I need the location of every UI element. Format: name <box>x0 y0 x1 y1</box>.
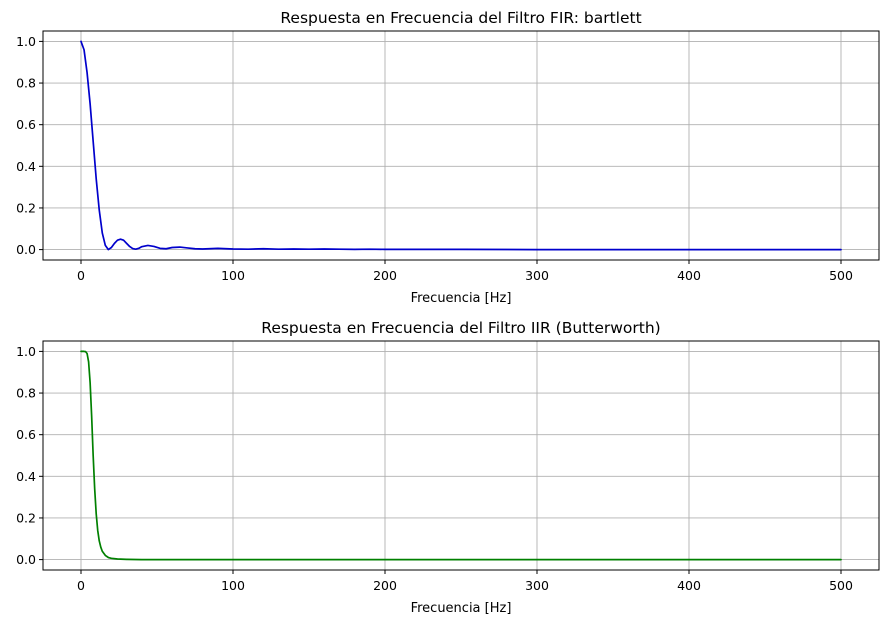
y-tick-label: 0.8 <box>16 386 36 401</box>
grid <box>43 341 879 570</box>
y-tick-label: 0.0 <box>16 552 36 567</box>
grid <box>43 31 879 260</box>
x-tick-label: 0 <box>77 578 85 593</box>
x-axis-label: Frecuencia [Hz] <box>411 601 512 616</box>
y-tick-label: 0.8 <box>16 76 36 91</box>
x-tick-label: 500 <box>829 268 853 283</box>
y-tick-label: 1.0 <box>16 344 36 359</box>
x-tick-label: 0 <box>77 268 85 283</box>
x-tick-label: 400 <box>677 268 701 283</box>
y-tick-label: 0.6 <box>16 117 36 132</box>
chart-title: Respuesta en Frecuencia del Filtro IIR (… <box>261 319 660 337</box>
chart-fir: Respuesta en Frecuencia del Filtro FIR: … <box>16 9 880 306</box>
y-tick-label: 0.0 <box>16 242 36 257</box>
ticks: 0 100 200 300 400 500 0.0 0.2 0.4 0.6 0.8 1.0 <box>16 344 853 593</box>
x-tick-label: 100 <box>221 268 245 283</box>
axes-frame <box>42 340 880 571</box>
axes-frame <box>42 30 880 261</box>
x-tick-label: 100 <box>221 578 245 593</box>
chart-title: Respuesta en Frecuencia del Filtro FIR: … <box>280 9 641 27</box>
series-line <box>80 40 842 251</box>
x-tick-label: 400 <box>677 578 701 593</box>
y-tick-label: 1.0 <box>16 34 36 49</box>
x-tick-label: 200 <box>373 268 397 283</box>
x-axis-label: Frecuencia [Hz] <box>411 291 512 306</box>
y-tick-label: 0.2 <box>16 200 36 215</box>
chart-iir: Respuesta en Frecuencia del Filtro IIR (… <box>16 319 880 616</box>
x-tick-label: 200 <box>373 578 397 593</box>
series-line <box>80 350 842 561</box>
y-tick-label: 0.4 <box>16 469 36 484</box>
y-tick-label: 0.4 <box>16 159 36 174</box>
x-tick-label: 300 <box>525 578 549 593</box>
ticks: 0 100 200 300 400 500 0.0 0.2 0.4 0.6 0.8 1.0 <box>16 34 853 283</box>
x-tick-label: 500 <box>829 578 853 593</box>
x-tick-label: 300 <box>525 268 549 283</box>
y-tick-label: 0.2 <box>16 510 36 525</box>
y-tick-label: 0.6 <box>16 427 36 442</box>
